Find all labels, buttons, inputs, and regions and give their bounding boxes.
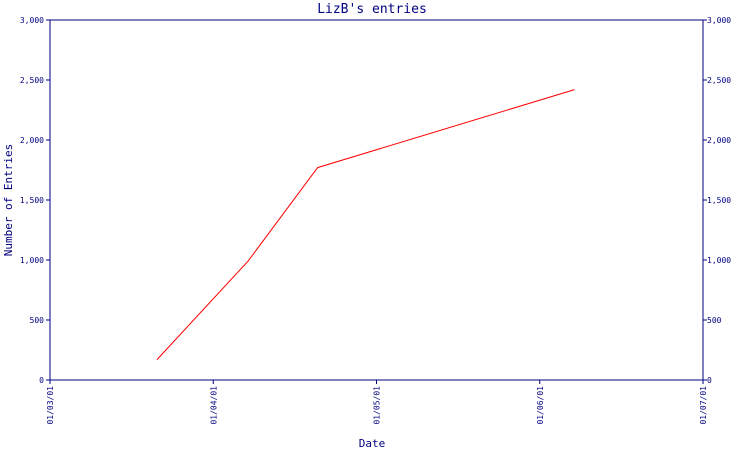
y-tick-label-left: 1,000 — [20, 256, 44, 265]
x-tick-label: 01/04/01 — [209, 386, 218, 425]
y-axis-label: Number of Entries — [2, 144, 15, 257]
y-tick-label-left: 2,500 — [20, 76, 44, 85]
y-tick-label-left: 2,000 — [20, 136, 44, 145]
y-tick-label-left: 1,500 — [20, 196, 44, 205]
y-tick-label-right: 3,000 — [707, 16, 731, 25]
axes-layer: 0 0 500 500 1,000 1,000 1,500 1,500 2,000 2,000 2,… — [20, 16, 731, 425]
y-tick-label-right: 500 — [707, 316, 722, 325]
series-layer — [156, 89, 575, 360]
x-tick-label: 01/07/01 — [699, 386, 708, 425]
y-tick-label-right: 2,500 — [707, 76, 731, 85]
plot-frame — [49, 19, 704, 381]
x-axis-label: Date — [359, 437, 386, 450]
y-tick-label-right: 2,000 — [707, 136, 731, 145]
chart-title: LizB's entries — [317, 2, 427, 17]
x-tick-label: 01/03/01 — [46, 386, 55, 425]
y-tick-label-right: 1,000 — [707, 256, 731, 265]
y-tick-label-left: 3,000 — [20, 16, 44, 25]
y-tick-label-left: 0 — [39, 376, 44, 385]
series-line-0 — [156, 89, 575, 360]
y-tick-label-left: 500 — [30, 316, 45, 325]
x-tick-label: 01/05/01 — [373, 386, 382, 425]
x-tick-label: 01/06/01 — [536, 386, 545, 425]
y-tick-label-right: 1,500 — [707, 196, 731, 205]
y-tick-label-right: 0 — [707, 376, 712, 385]
